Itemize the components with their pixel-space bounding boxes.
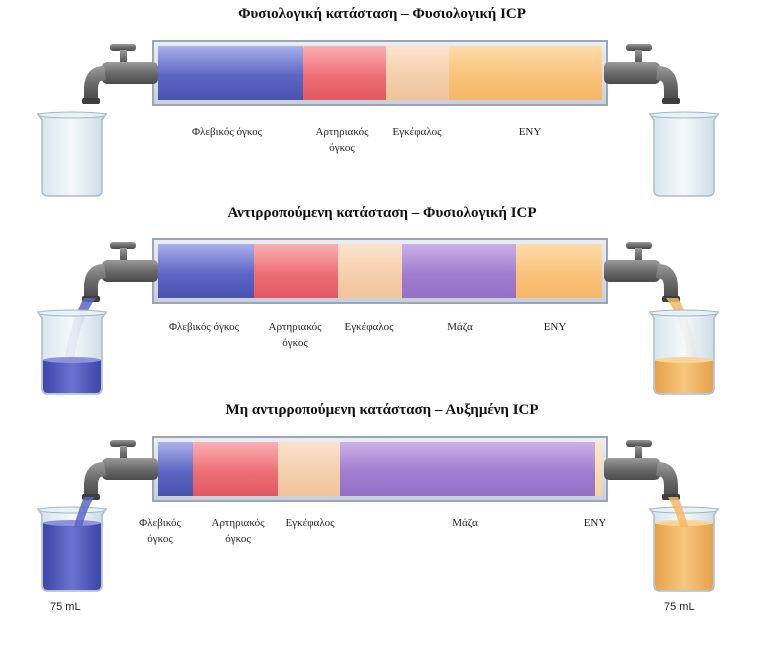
panel-1-label-arterial: Αρτηριακός όγκος bbox=[302, 125, 382, 157]
panel-2-arterial-segment bbox=[254, 244, 338, 298]
panel-1-label-csf: ΕΝΥ bbox=[518, 126, 542, 138]
right-beaker-volume: 75 mL bbox=[664, 601, 695, 613]
beaker-icon bbox=[36, 506, 108, 592]
panel-1-brain-segment bbox=[386, 46, 449, 100]
panel-1-label-brain: Εγκέφαλος bbox=[392, 126, 442, 138]
panel-3-label-brain: Εγκέφαλος bbox=[285, 517, 335, 529]
panel-1-csf-segment bbox=[449, 46, 602, 100]
venous-outflow-stream bbox=[74, 497, 94, 527]
panel-2-venous-segment bbox=[158, 244, 254, 298]
panel-3-label-venous-line1: Φλεβικός bbox=[139, 517, 181, 529]
panel-3-brain-segment bbox=[278, 442, 340, 496]
panel-3-label-arterial-line2: όγκος bbox=[225, 532, 251, 545]
faucet-icon bbox=[604, 242, 680, 302]
faucet-icon bbox=[82, 44, 158, 104]
panel-3-label-arterial-line1: Αρτηριακός bbox=[211, 517, 265, 529]
panel-2-title: Αντιρροπούμενη κατάσταση – Φυσιολογική I… bbox=[227, 205, 537, 221]
panel-3-label-csf: ΕΝΥ bbox=[583, 517, 607, 529]
panel-3-arterial-segment bbox=[193, 442, 278, 496]
panel-3-venous-segment bbox=[158, 442, 193, 496]
panel-3-label-arterial: Αρτηριακός όγκος bbox=[198, 516, 278, 548]
panel-1-label-venous: Φλεβικός όγκος bbox=[192, 126, 262, 138]
panel-3-title: Μη αντιρροπούμενη κατάσταση – Αυξημένη I… bbox=[225, 402, 539, 418]
beaker-icon bbox=[648, 111, 720, 197]
beaker-icon bbox=[648, 309, 720, 395]
panel-2-mass-segment bbox=[402, 244, 516, 298]
beaker-icon bbox=[36, 111, 108, 197]
panel-1-label-arterial-line1: Αρτηριακός bbox=[315, 126, 369, 138]
panel-1-venous-segment bbox=[158, 46, 303, 100]
beaker-icon bbox=[648, 506, 720, 592]
panel-2-label-arterial: Αρτηριακός όγκος bbox=[255, 320, 335, 352]
beaker-icon bbox=[36, 309, 108, 395]
panel-2-brain-segment bbox=[338, 244, 402, 298]
panel-1-label-arterial-line2: όγκος bbox=[329, 141, 355, 154]
faucet-icon bbox=[604, 44, 680, 104]
panel-2-label-mass: Μάζα bbox=[447, 321, 473, 333]
panel-3-tube bbox=[152, 436, 608, 502]
panel-3-label-mass: Μάζα bbox=[452, 517, 478, 529]
panel-2-label-arterial-line1: Αρτηριακός bbox=[268, 321, 322, 333]
panel-3-label-venous: Φλεβικός όγκος bbox=[132, 516, 188, 548]
faucet-icon bbox=[82, 242, 158, 302]
panel-3-mass-segment bbox=[340, 442, 595, 496]
panel-2-tube bbox=[152, 238, 608, 304]
csf-outflow-stream bbox=[668, 497, 688, 527]
faucet-icon bbox=[604, 440, 680, 500]
panel-2-csf-segment bbox=[516, 244, 602, 298]
panel-2-label-csf: ΕΝΥ bbox=[543, 321, 567, 333]
faucet-icon bbox=[82, 440, 158, 500]
panel-1-arterial-segment bbox=[303, 46, 386, 100]
panel-3-csf-segment bbox=[595, 442, 602, 496]
panel-2-label-arterial-line2: όγκος bbox=[282, 336, 308, 349]
panel-1-title: Φυσιολογική κατάσταση – Φυσιολογική ICP bbox=[238, 6, 526, 22]
panel-2-label-venous: Φλεβικός όγκος bbox=[169, 321, 239, 333]
panel-3-label-venous-line2: όγκος bbox=[147, 532, 173, 545]
panel-2-label-brain: Εγκέφαλος bbox=[344, 321, 394, 333]
panel-1-tube bbox=[152, 40, 608, 106]
left-beaker-volume: 75 mL bbox=[50, 601, 81, 613]
